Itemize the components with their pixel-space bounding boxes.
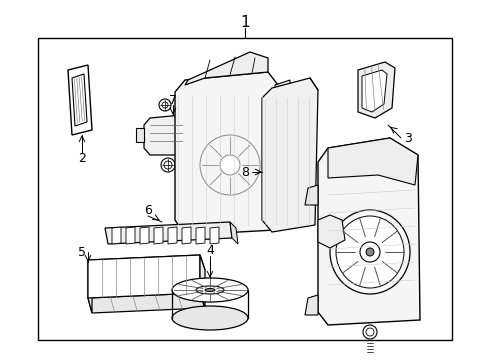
Polygon shape xyxy=(318,215,345,248)
Ellipse shape xyxy=(172,306,248,330)
Polygon shape xyxy=(88,260,92,313)
Polygon shape xyxy=(88,293,205,313)
Ellipse shape xyxy=(162,102,168,108)
Ellipse shape xyxy=(172,278,248,302)
Text: 1: 1 xyxy=(240,14,250,30)
Polygon shape xyxy=(182,227,191,244)
Ellipse shape xyxy=(164,161,172,169)
Polygon shape xyxy=(136,128,144,142)
Polygon shape xyxy=(262,78,318,232)
Polygon shape xyxy=(196,227,205,244)
Text: 8: 8 xyxy=(241,166,249,179)
Bar xyxy=(38,38,452,340)
Polygon shape xyxy=(126,227,135,244)
Text: 3: 3 xyxy=(404,131,412,144)
Text: 6: 6 xyxy=(144,203,152,216)
Polygon shape xyxy=(305,295,318,315)
Ellipse shape xyxy=(366,248,374,256)
Ellipse shape xyxy=(220,155,240,175)
Polygon shape xyxy=(275,80,292,230)
Text: 2: 2 xyxy=(78,152,86,165)
Polygon shape xyxy=(175,72,278,235)
Polygon shape xyxy=(68,65,92,135)
Polygon shape xyxy=(305,185,318,205)
Polygon shape xyxy=(144,115,188,155)
Polygon shape xyxy=(112,227,121,244)
Polygon shape xyxy=(105,222,232,244)
Polygon shape xyxy=(140,227,149,244)
Polygon shape xyxy=(230,222,238,244)
Ellipse shape xyxy=(366,328,374,336)
Polygon shape xyxy=(88,255,205,275)
Ellipse shape xyxy=(196,286,224,294)
Ellipse shape xyxy=(159,99,171,111)
Polygon shape xyxy=(154,227,163,244)
Text: 5: 5 xyxy=(78,246,86,258)
Polygon shape xyxy=(210,227,219,244)
Polygon shape xyxy=(362,70,387,112)
Ellipse shape xyxy=(205,288,215,292)
Text: 7: 7 xyxy=(169,94,177,107)
Polygon shape xyxy=(318,138,420,325)
Polygon shape xyxy=(185,52,268,85)
Ellipse shape xyxy=(360,242,380,262)
Polygon shape xyxy=(168,227,177,244)
Ellipse shape xyxy=(336,216,404,288)
Ellipse shape xyxy=(161,158,175,172)
Polygon shape xyxy=(200,255,205,308)
Polygon shape xyxy=(88,255,200,298)
Polygon shape xyxy=(72,74,87,126)
Text: 4: 4 xyxy=(206,243,214,257)
Ellipse shape xyxy=(330,210,410,294)
Ellipse shape xyxy=(363,325,377,339)
Polygon shape xyxy=(328,138,418,185)
Polygon shape xyxy=(358,62,395,118)
